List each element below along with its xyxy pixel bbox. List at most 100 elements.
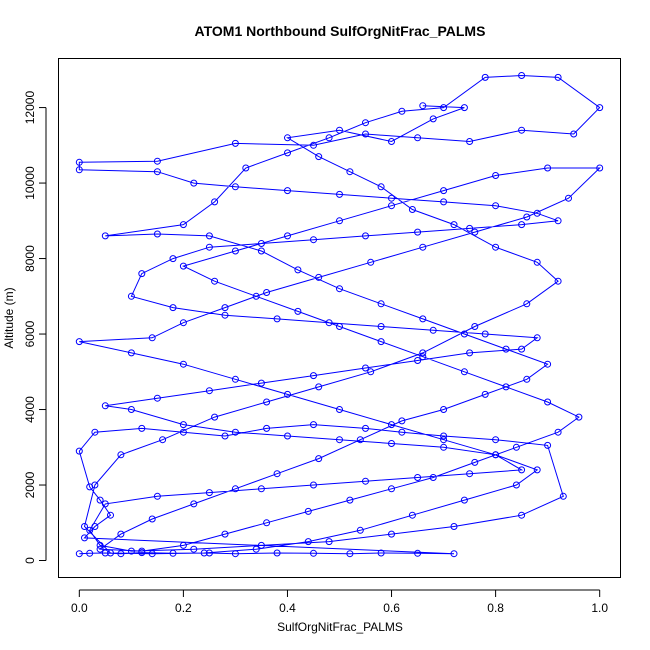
data-point-46 (362, 477, 369, 485)
data-point-175 (315, 273, 323, 281)
data-point-10 (346, 550, 354, 558)
data-point-220 (388, 138, 395, 145)
data-point-219 (336, 126, 343, 134)
data-point-30 (544, 441, 552, 449)
data-point-141 (179, 541, 187, 549)
data-point-88 (440, 198, 448, 206)
data-point-51 (440, 443, 448, 451)
data-point-133 (315, 455, 323, 463)
data-point-127 (544, 360, 552, 368)
data-point-187 (440, 436, 448, 444)
data-point-143 (263, 519, 271, 527)
data-point-132 (356, 436, 364, 444)
data-point-82 (414, 228, 422, 236)
y-tick-label: 10000 (23, 166, 37, 200)
data-point-110 (398, 107, 406, 115)
data-point-62 (310, 372, 317, 380)
data-point-41 (101, 500, 109, 508)
data-point-172 (471, 228, 479, 236)
data-point-184 (284, 390, 291, 398)
data-point-40 (86, 526, 94, 534)
data-point-177 (221, 304, 229, 312)
data-point-87 (492, 202, 500, 210)
data-point-53 (336, 436, 343, 444)
y-tick-label: 4000 (23, 396, 37, 423)
data-point-22 (179, 428, 187, 436)
data-point-93 (190, 179, 198, 187)
data-point-26 (362, 424, 369, 432)
data-point-43 (205, 489, 213, 497)
data-point-213 (450, 221, 458, 229)
data-point-39 (96, 541, 104, 549)
data-point-199 (81, 523, 88, 530)
data-point-61 (257, 379, 265, 387)
data-point-202 (159, 436, 167, 444)
data-point-105 (596, 104, 604, 112)
data-point-206 (367, 368, 375, 376)
data-point-112 (325, 134, 333, 142)
data-point-49 (518, 466, 526, 474)
data-point-217 (315, 153, 323, 161)
data-point-136 (190, 500, 198, 508)
data-point-134 (273, 470, 281, 478)
data-point-169 (596, 164, 604, 172)
data-point-126 (502, 345, 510, 353)
data-point-205 (315, 383, 323, 391)
data-point-56 (179, 421, 187, 429)
data-point-12 (414, 549, 422, 557)
data-point-68 (481, 330, 489, 338)
data-point-36 (257, 541, 265, 549)
data-point-139 (96, 545, 104, 553)
data-point-27 (398, 428, 406, 436)
data-point-85 (554, 217, 562, 225)
data-point-14 (81, 534, 88, 542)
data-point-75 (127, 292, 135, 300)
data-point-191 (460, 496, 468, 504)
data-point-80 (310, 236, 317, 244)
data-point-193 (356, 526, 364, 534)
data-point-218 (284, 134, 291, 142)
data-point-163 (284, 232, 291, 240)
data-point-201 (117, 451, 125, 459)
data-point-3 (117, 550, 125, 558)
data-point-77 (169, 255, 177, 263)
y-tick-label: 6000 (23, 320, 37, 347)
data-point-103 (518, 126, 526, 134)
data-point-146 (388, 485, 395, 493)
data-point-79 (257, 240, 265, 247)
data-point-211 (533, 258, 541, 266)
data-point-214 (408, 206, 416, 213)
data-point-2 (101, 549, 109, 557)
series-line-0 (78, 74, 601, 555)
data-point-45 (310, 481, 317, 489)
data-point-155 (419, 353, 427, 361)
data-point-223 (419, 102, 427, 110)
data-point-142 (221, 530, 229, 538)
data-point-29 (492, 436, 500, 444)
data-point-34 (388, 530, 395, 538)
data-point-176 (263, 289, 271, 296)
data-point-215 (377, 183, 385, 191)
data-point-78 (205, 243, 213, 251)
data-point-118 (153, 230, 161, 238)
data-point-111 (362, 119, 369, 127)
data-point-73 (221, 311, 229, 319)
data-point-69 (429, 326, 437, 334)
data-point-31 (559, 492, 567, 500)
data-point-167 (492, 172, 500, 179)
data-point-149 (512, 443, 520, 451)
x-tick-label: 1.0 (591, 601, 608, 615)
data-point-117 (101, 232, 109, 240)
data-point-35 (325, 538, 333, 546)
data-point-221 (429, 115, 437, 123)
data-point-96 (75, 158, 83, 166)
data-point-115 (211, 198, 219, 206)
data-point-179 (148, 334, 156, 342)
data-point-140 (138, 547, 146, 555)
data-point-152 (544, 398, 552, 406)
data-point-124 (419, 315, 427, 323)
series-layer (75, 72, 604, 558)
data-point-120 (257, 247, 265, 255)
data-point-9 (310, 549, 317, 557)
data-point-196 (200, 549, 208, 557)
